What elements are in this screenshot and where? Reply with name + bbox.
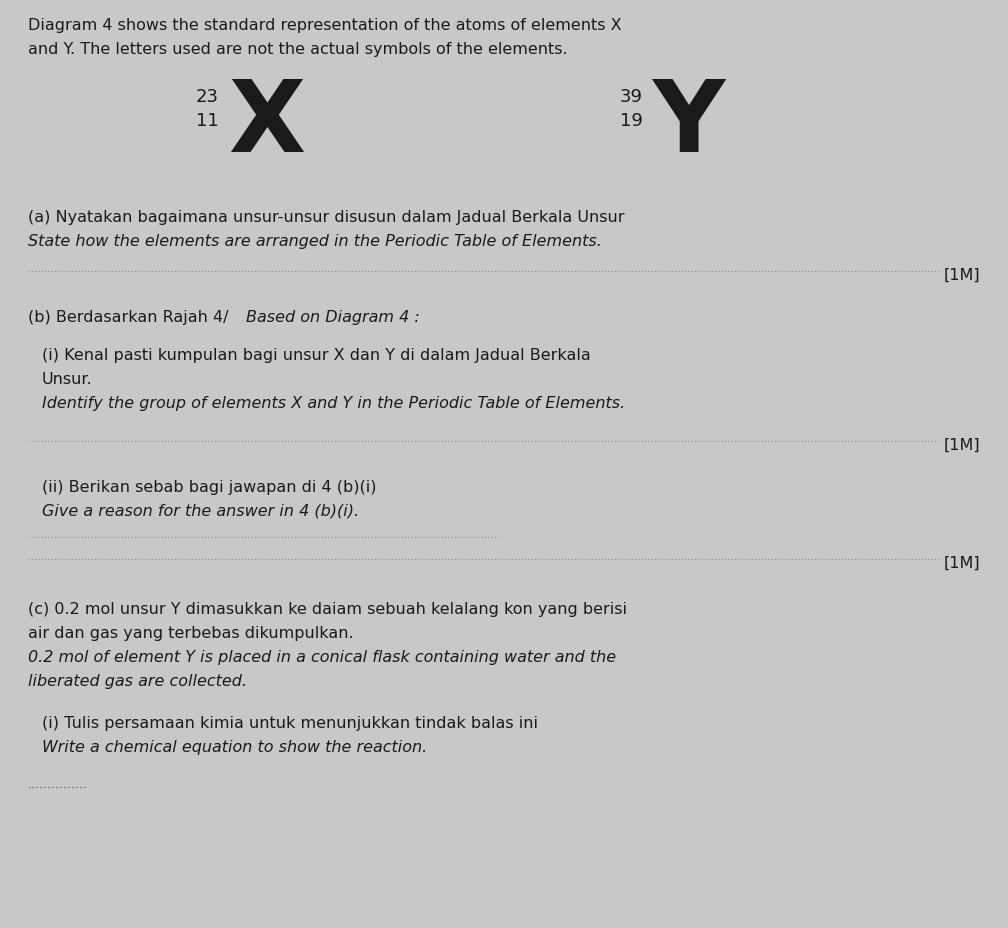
Text: and Y. The letters used are not the actual symbols of the elements.: and Y. The letters used are not the actu… [28,42,568,57]
Text: (ii) Berikan sebab bagi jawapan di 4 (b)(i): (ii) Berikan sebab bagi jawapan di 4 (b)… [42,480,377,495]
Text: 39: 39 [620,88,643,106]
Text: 11: 11 [196,112,219,130]
Text: liberated gas are collected.: liberated gas are collected. [28,674,247,689]
Text: ...............: ............... [28,777,88,790]
Text: [1M]: [1M] [943,267,980,283]
Text: (b) Berdasarkan Rajah 4/: (b) Berdasarkan Rajah 4/ [28,310,229,325]
Text: 19: 19 [620,112,643,130]
Text: 0.2 mol of element Y is placed in a conical flask containing water and the: 0.2 mol of element Y is placed in a coni… [28,650,616,664]
Text: Give a reason for the answer in 4 (b)(i).: Give a reason for the answer in 4 (b)(i)… [42,504,359,519]
Text: Y: Y [652,76,725,173]
Text: (c) 0.2 mol unsur Y dimasukkan ke daiam sebuah kelalang kon yang berisi: (c) 0.2 mol unsur Y dimasukkan ke daiam … [28,601,627,616]
Text: (i) Kenal pasti kumpulan bagi unsur X dan Y di dalam Jadual Berkala: (i) Kenal pasti kumpulan bagi unsur X da… [42,348,591,363]
Text: State how the elements are arranged in the Periodic Table of Elements.: State how the elements are arranged in t… [28,234,602,249]
Text: Unsur.: Unsur. [42,371,93,387]
Text: (a) Nyatakan bagaimana unsur-unsur disusun dalam Jadual Berkala Unsur: (a) Nyatakan bagaimana unsur-unsur disus… [28,210,625,225]
Text: air dan gas yang terbebas dikumpulkan.: air dan gas yang terbebas dikumpulkan. [28,625,354,640]
Text: X: X [228,76,305,173]
Text: (i) Tulis persamaan kimia untuk menunjukkan tindak balas ini: (i) Tulis persamaan kimia untuk menunjuk… [42,715,538,730]
Text: [1M]: [1M] [943,437,980,453]
Text: Write a chemical equation to show the reaction.: Write a chemical equation to show the re… [42,740,427,754]
Text: Identify the group of elements X and Y in the Periodic Table of Elements.: Identify the group of elements X and Y i… [42,395,625,410]
Text: Diagram 4 shows the standard representation of the atoms of elements X: Diagram 4 shows the standard representat… [28,18,622,33]
Text: [1M]: [1M] [943,555,980,571]
Text: 23: 23 [196,88,219,106]
Text: Based on Diagram 4 :: Based on Diagram 4 : [246,310,419,325]
